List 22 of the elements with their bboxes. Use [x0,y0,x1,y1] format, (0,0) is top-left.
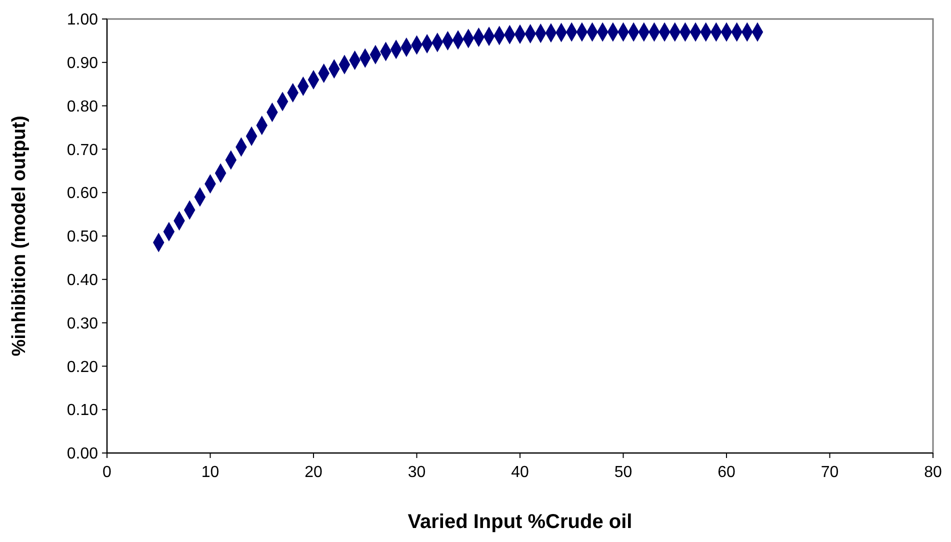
x-tick-label: 30 [408,464,426,481]
y-tick-label: 0.00 [66,446,98,463]
y-tick-label: 0.10 [66,402,98,420]
y-tick-label: 0.70 [66,142,98,159]
y-tick-label: 0.80 [66,98,98,116]
x-tick-label: 40 [511,464,529,481]
x-axis-title: Varied Input %Crude oil [408,511,632,533]
x-tick-label: 70 [820,464,839,481]
y-tick-label: 0.50 [66,228,98,246]
y-tick-label: 0.30 [66,315,98,332]
x-tick-label: 10 [201,464,220,481]
x-tick-label: 0 [102,464,112,481]
x-tick-label: 50 [614,464,632,481]
y-tick-label: 0.20 [66,358,98,376]
x-tick-label: 20 [304,464,322,481]
y-tick-label: 0.40 [66,272,98,289]
y-tick-label: 0.60 [66,185,98,202]
x-tick-label: 80 [924,464,942,481]
x-tick-label: 60 [718,464,736,481]
y-tick-label: 0.90 [66,55,98,72]
y-tick-label: 1.00 [66,12,98,29]
y-axis-title: %inhibition (model output) [9,116,30,356]
